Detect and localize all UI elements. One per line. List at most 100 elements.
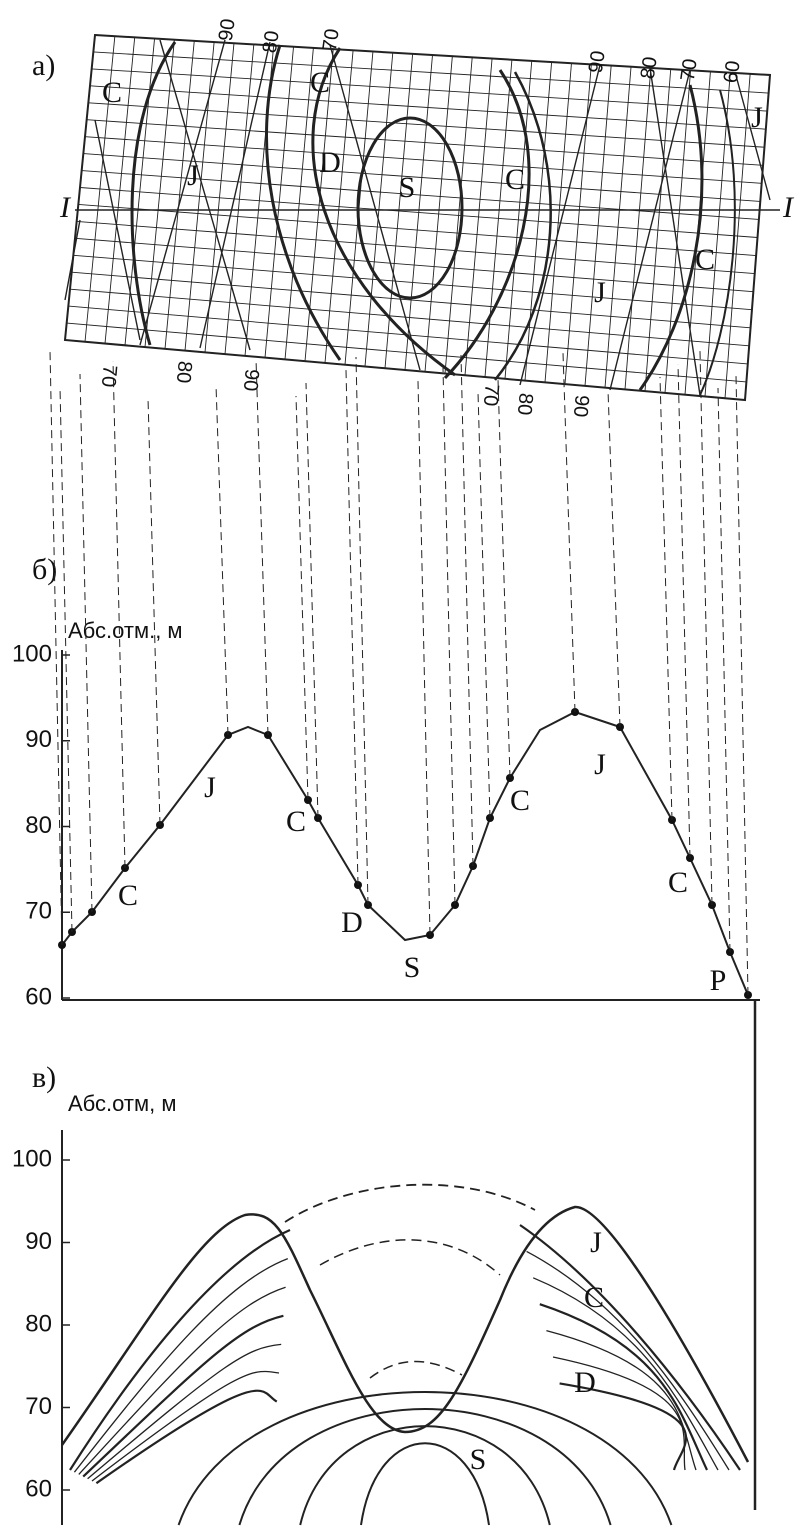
contour-label: 70 [479,383,503,407]
map-grid [264,46,294,358]
contour-label: 80 [259,29,284,54]
unit-label: J [594,748,606,781]
eroded-layer [319,1239,501,1276]
unit-label: J [204,771,216,804]
map-grid [104,37,136,344]
boundary [638,84,704,391]
map-grid [484,59,513,378]
contour [159,39,251,351]
fold-layer [360,1442,490,1526]
unit-label: S [399,171,416,204]
map-grid [384,53,414,369]
contour-label: 90 [569,394,593,418]
map-grid [724,73,751,399]
unit-label: D [341,906,363,939]
contour [199,41,271,349]
contour [64,219,81,301]
strata [559,1382,688,1471]
strata [526,1250,730,1471]
unit-label: D [319,146,341,179]
projection-line [497,378,511,779]
axis-label: Абс.отм, м [68,1091,176,1116]
unit-label: C [118,879,138,912]
map-grid [604,66,632,388]
unit-label: C [695,243,715,276]
strata [82,1314,284,1478]
projection-line [295,395,309,801]
contour [519,64,601,386]
strata [91,1370,280,1482]
map-grid [324,50,354,363]
eroded-layer [284,1183,536,1223]
y-tick-label: 70 [25,1393,52,1420]
strata [95,1389,278,1485]
contour-label: 90 [239,368,263,392]
eroded-layer [369,1360,463,1379]
projection-line [659,376,673,821]
map-grid [424,56,453,372]
projection-line [460,354,474,867]
projection-line [305,382,319,819]
unit-label: S [404,951,421,984]
map-grid [144,39,175,348]
projection-line [735,374,749,996]
strata [87,1343,282,1480]
strata [532,1277,719,1471]
map-grid [584,65,612,386]
unit-label: J [594,276,606,309]
contour-label: 90 [585,49,610,74]
projection-line [417,380,431,936]
y-tick-label: 80 [25,1310,52,1337]
strata [539,1303,708,1471]
contour-label: 80 [172,360,196,384]
map-grid [624,67,652,390]
map-grid [464,58,493,376]
map-grid [564,64,592,385]
contour-label: 70 [677,57,702,82]
y-tick-label: 60 [25,983,52,1010]
y-tick-label: 70 [25,898,52,925]
unit-label: S [470,1443,487,1476]
map-grid [284,47,314,360]
unit-label: J [751,101,763,134]
fold-layer [238,1408,612,1526]
panel-label: а) [32,49,55,82]
panel-label: в) [32,1061,56,1094]
boundary [311,47,456,377]
unit-label: C [102,76,122,109]
y-tick-label: 90 [25,1228,52,1255]
y-tick-label: 100 [12,1145,52,1172]
map-grid [164,40,195,349]
unit-label: C [668,866,688,899]
projection-line [79,373,93,913]
contour-label: 90 [215,17,240,42]
unit-label: C [510,784,530,817]
strata [69,1228,291,1471]
projection-line [49,349,63,946]
boundary [443,69,531,380]
unit-label: C [505,163,525,196]
unit-label: P [710,964,727,997]
terrain [60,1205,750,1463]
strata [78,1286,286,1475]
contour [609,69,691,391]
map-grid [184,42,215,351]
projection-line [147,397,161,826]
y-tick-label: 60 [25,1475,52,1502]
boundary [130,41,177,346]
projection-line [699,350,713,906]
boundary [699,89,736,396]
y-tick-label: 100 [12,640,52,667]
projection-line [562,352,576,713]
contour-label: 70 [319,27,344,52]
map-grid [204,43,235,353]
strata [552,1356,686,1471]
section-label: I [782,191,795,224]
projection-line [345,369,359,886]
y-tick-label: 90 [25,726,52,753]
unit-label: C [584,1281,604,1314]
projection-line [112,360,126,869]
map-grid [644,69,672,392]
contour [139,39,226,346]
